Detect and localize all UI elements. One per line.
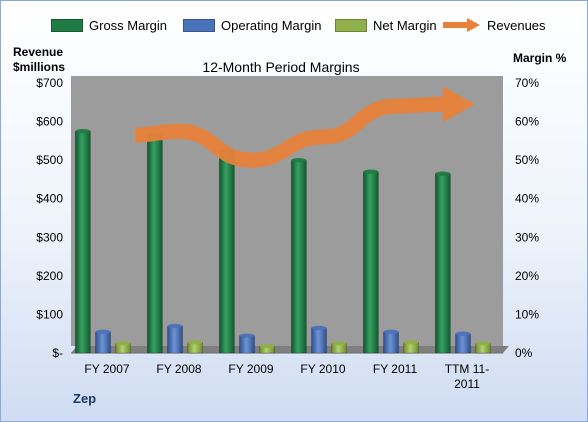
bar-net-margin xyxy=(259,343,275,354)
left-axis-title: Revenue $millions xyxy=(13,45,65,75)
bar-operating-margin xyxy=(95,329,111,354)
left-axis-tick-label: $- xyxy=(52,346,63,360)
legend-label-operating-margin: Operating Margin xyxy=(221,17,322,33)
legend: Gross Margin Operating Margin Net Margin… xyxy=(1,13,587,37)
right-axis-tick-label: 20% xyxy=(515,269,539,283)
legend-item-gross-margin: Gross Margin xyxy=(51,13,167,37)
right-axis-tick-label: 40% xyxy=(515,192,539,206)
right-axis-tick-label: 70% xyxy=(515,76,539,90)
right-axis-tick-label: 10% xyxy=(515,307,539,321)
bar-operating-margin xyxy=(239,333,255,354)
bar-operating-margin xyxy=(167,323,183,354)
left-axis-title-line2: $millions xyxy=(13,60,66,74)
x-axis-tick-label: FY 2008 xyxy=(156,362,201,376)
x-axis-tick-label: FY 2010 xyxy=(300,362,345,376)
operating-margin-swatch-icon xyxy=(183,18,215,32)
bar-gross-margin xyxy=(219,148,235,354)
company-name: Zep xyxy=(73,391,97,406)
revenues-line xyxy=(134,96,446,168)
right-axis-tick-label: 30% xyxy=(515,230,539,244)
bar-net-margin xyxy=(331,341,347,354)
left-axis-tick-label: $100 xyxy=(36,307,63,321)
bar-gross-margin xyxy=(291,157,307,354)
left-axis-tick-label: $600 xyxy=(36,115,63,129)
left-axis-tick-label: $500 xyxy=(36,153,63,167)
right-axis-title: Margin % xyxy=(513,51,567,65)
bar-gross-margin xyxy=(363,169,379,354)
revenues-arrow-icon xyxy=(443,18,480,32)
x-axis-tick-label: FY 2007 xyxy=(84,362,129,376)
net-margin-swatch-icon xyxy=(335,18,367,32)
plot-back-wall xyxy=(71,76,503,346)
left-axis-tick-label: $400 xyxy=(36,192,63,206)
legend-item-net-margin: Net Margin xyxy=(335,13,437,37)
bar-gross-margin xyxy=(435,171,451,354)
bar-operating-margin xyxy=(455,331,471,354)
right-axis-tick-label: 60% xyxy=(515,115,539,129)
bar-gross-margin xyxy=(75,129,91,354)
legend-label-revenues: Revenues xyxy=(487,17,546,33)
right-axis-tick-label: 50% xyxy=(515,153,539,167)
left-axis-tick-label: $300 xyxy=(36,230,63,244)
chart-title: 12-Month Period Margins xyxy=(202,59,360,75)
revenues-arrowhead xyxy=(443,86,475,123)
left-axis-tick-label: $700 xyxy=(36,76,63,90)
right-axis-tick-label: 0% xyxy=(515,346,533,360)
left-axis-tick-label: $200 xyxy=(36,269,63,283)
gross-margin-swatch-icon xyxy=(51,18,83,32)
legend-item-revenues: Revenues xyxy=(441,13,546,37)
x-axis-tick-label: FY 2009 xyxy=(228,362,273,376)
x-axis-tick-label: TTM 11-2011 xyxy=(445,362,489,391)
legend-item-operating-margin: Operating Margin xyxy=(183,13,321,37)
bar-operating-margin xyxy=(311,325,327,354)
bar-net-margin xyxy=(187,340,203,354)
x-axis-tick-label: FY 2011 xyxy=(373,362,418,376)
legend-label-net-margin: Net Margin xyxy=(373,17,437,33)
legend-label-gross-margin: Gross Margin xyxy=(89,17,168,33)
bar-net-margin xyxy=(115,341,131,354)
bar-operating-margin xyxy=(383,329,399,354)
left-axis-title-line1: Revenue xyxy=(13,45,64,59)
bar-net-margin xyxy=(475,341,491,354)
bar-gross-margin xyxy=(147,132,163,354)
bar-net-margin xyxy=(403,340,419,354)
